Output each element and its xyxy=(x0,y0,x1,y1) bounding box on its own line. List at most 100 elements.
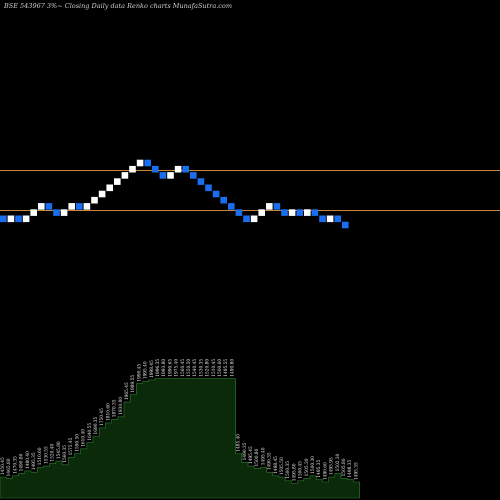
chart-title: BSE 543967 3%~ Closing Daily data Renko … xyxy=(3,2,232,10)
renko-brick-up xyxy=(7,215,15,223)
renko-brick-down xyxy=(0,215,7,223)
renko-brick-up xyxy=(174,165,182,173)
renko-brick-down xyxy=(197,178,205,185)
volume-label: 1530.55 xyxy=(44,446,49,464)
volume-label: 1490.80 xyxy=(230,359,235,377)
renko-brick-up xyxy=(129,165,136,173)
renko-brick-up xyxy=(121,172,129,179)
volume-label: 1575.45 xyxy=(69,437,74,455)
renko-brick-down xyxy=(281,209,288,216)
renko-brick-up xyxy=(114,178,121,185)
volume-label: 1545.80 xyxy=(57,441,62,459)
volume-label: 1500.30 xyxy=(311,456,316,474)
volume-area xyxy=(0,378,360,499)
volume-label: 1470.35 xyxy=(13,456,18,474)
volume-label: 1640.55 xyxy=(88,423,93,441)
volume-label: 1520.40 xyxy=(51,444,56,462)
volume-label: 1610.40 xyxy=(82,429,87,447)
volume-label: 1996.35 xyxy=(156,359,161,377)
volume-label: 1930.80 xyxy=(119,397,124,415)
volume-label: 1510.45 xyxy=(212,359,217,377)
renko-brick-up xyxy=(68,203,75,210)
renko-brick-down xyxy=(296,209,303,216)
volume-label: 1505.50 xyxy=(280,457,285,475)
volume-labels: 1450.45 1465.80 1470.35 1490.80 1480.40 1495.… xyxy=(1,359,359,482)
renko-brick-up xyxy=(266,203,273,210)
volume-label: 1975.40 xyxy=(175,359,180,377)
renko-brick-down xyxy=(159,172,167,179)
renko-brick-down xyxy=(342,221,349,229)
renko-brick-down xyxy=(15,215,22,223)
volume-label: 1998.45 xyxy=(150,360,155,378)
volume-label: 1995.40 xyxy=(144,361,149,379)
volume-label: 1490.35 xyxy=(268,452,273,470)
volume-label: 1505.30 xyxy=(305,458,310,476)
volume-label: 1495.40 xyxy=(261,447,266,465)
volume-label: 1750.45 xyxy=(100,408,105,426)
renko-brick-up xyxy=(136,159,144,167)
volume-label: 1560.35 xyxy=(63,445,68,463)
volume-label: 1870.35 xyxy=(113,399,118,417)
renko-brick-down xyxy=(76,203,83,210)
renko-bricks xyxy=(0,159,349,229)
volume-label: 1810.60 xyxy=(106,403,111,421)
volume-label: 1495.55 xyxy=(224,359,229,377)
renko-brick-down xyxy=(311,209,319,216)
volume-label: 1540.45 xyxy=(193,359,198,377)
renko-brick-down xyxy=(235,209,243,216)
volume-label: 1500.35 xyxy=(286,461,291,479)
volume-label: 1495.45 xyxy=(249,446,254,464)
renko-brick-up xyxy=(83,203,91,210)
volume-label: 1560.45 xyxy=(181,359,186,377)
volume-label: 1490.60 xyxy=(323,462,328,480)
renko-brick-up xyxy=(288,209,296,216)
volume-fill xyxy=(0,378,360,499)
volume-label: 1989.55 xyxy=(131,375,136,393)
renko-brick-down xyxy=(182,165,189,173)
renko-brick-down xyxy=(220,196,227,204)
renko-brick-down xyxy=(45,203,53,210)
volume-label: 1690.35 xyxy=(94,416,99,434)
volume-label: 1490.80 xyxy=(20,453,25,471)
renko-brick-down xyxy=(212,190,220,198)
renko-brick-up xyxy=(22,215,30,223)
volume-label: 1495.80 xyxy=(292,463,297,481)
volume-label: 1465.80 xyxy=(7,458,12,476)
renko-brick-down xyxy=(334,215,341,223)
volume-label: 1495.95 xyxy=(330,457,335,475)
volume-label: 1993.80 xyxy=(162,359,167,377)
volume-label: 1520.80 xyxy=(206,359,211,377)
volume-label: 1485.40 xyxy=(237,434,242,452)
renko-brick-down xyxy=(190,172,197,179)
renko-brick-up xyxy=(30,209,37,216)
renko-brick-down xyxy=(144,159,151,167)
renko-brick-up xyxy=(258,209,265,216)
volume-label: 1498.45 xyxy=(274,456,279,474)
renko-brick-down xyxy=(228,203,235,210)
renko-brick-down xyxy=(243,215,250,223)
volume-label: 1500.80 xyxy=(255,448,260,466)
renko-brick-up xyxy=(91,196,98,204)
volume-label: 1490.35 xyxy=(243,442,248,460)
volume-label: 1550.50 xyxy=(187,359,192,377)
volume-label: 1495.35 xyxy=(354,462,359,480)
renko-brick-down xyxy=(152,165,159,173)
volume-label: 1505.80 xyxy=(342,458,347,476)
renko-brick-up xyxy=(250,215,258,223)
volume-label: 1990.45 xyxy=(137,364,142,382)
renko-brick-up xyxy=(38,203,45,210)
renko-brick-up xyxy=(167,172,174,179)
renko-brick-down xyxy=(273,203,281,210)
volume-label: 1530.35 xyxy=(199,359,204,377)
renko-brick-up xyxy=(60,209,68,216)
volume-label: 1510.60 xyxy=(38,447,43,465)
volume-label: 1480.40 xyxy=(26,451,31,469)
volume-label: 1965.45 xyxy=(125,382,130,400)
volume-label: 1495.35 xyxy=(317,460,322,478)
volume-label: 1590.50 xyxy=(75,434,80,452)
volume-label: 1498.35 xyxy=(348,460,353,478)
renko-brick-down xyxy=(53,209,60,216)
renko-brick-down xyxy=(319,215,326,223)
volume-label: 1500.45 xyxy=(299,461,304,479)
